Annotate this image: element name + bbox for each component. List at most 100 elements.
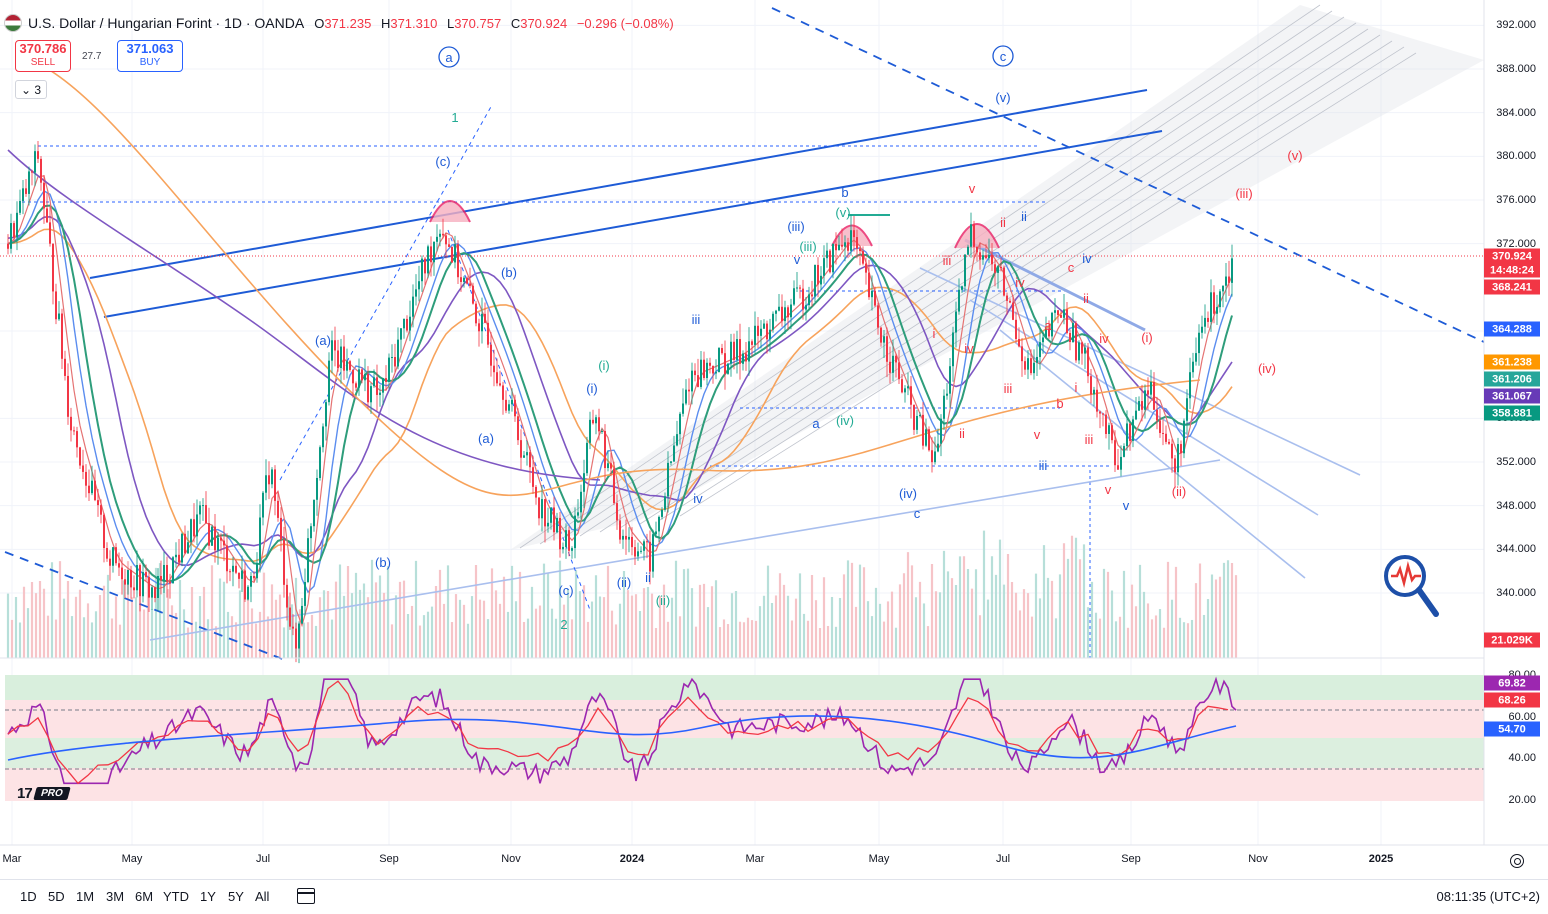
wave-label-iii: iii — [943, 253, 952, 268]
candle-body — [775, 310, 777, 314]
candle-body — [349, 361, 351, 370]
wave-label-l1: 1 — [451, 110, 458, 125]
candle-body — [22, 188, 24, 201]
candle-body — [1213, 292, 1215, 314]
candle-body — [154, 587, 156, 598]
candle-body — [307, 538, 309, 583]
sell-button[interactable]: 370.786 SELL — [15, 40, 71, 72]
candle-body — [403, 318, 405, 329]
range-button[interactable]: 5D — [48, 889, 65, 904]
candle-body — [952, 332, 954, 367]
candle-body — [889, 361, 891, 373]
tradingview-logo[interactable]: 17 PRO — [17, 785, 71, 802]
candle-body — [937, 443, 939, 452]
candle-body — [601, 431, 603, 433]
candle-body — [247, 586, 249, 600]
parallel-line — [999, 329, 1306, 579]
candle-body — [1048, 329, 1050, 337]
settings-gear-icon[interactable] — [1510, 854, 1524, 868]
candle-body — [724, 353, 726, 374]
candle-body — [658, 516, 660, 532]
price-badge: 361.067 — [1484, 388, 1540, 404]
candle-body — [793, 288, 795, 305]
candle-body — [517, 416, 519, 441]
candle-body — [292, 626, 294, 629]
candle-body — [973, 224, 975, 247]
candle-body — [763, 323, 765, 329]
rsi-overbought-band — [5, 675, 1484, 700]
candle-body — [898, 362, 900, 380]
candle-body — [880, 327, 882, 343]
candle-body — [397, 339, 399, 367]
candle-body — [565, 530, 567, 547]
price-badge: 21.029K — [1484, 632, 1540, 648]
candle-body — [1114, 440, 1116, 466]
candle-body — [913, 404, 915, 430]
wave-label-ii: ii — [645, 570, 651, 585]
range-button[interactable]: 1D — [20, 889, 37, 904]
candle-body — [91, 480, 93, 494]
candle-body — [190, 519, 192, 543]
rsi-mid-band — [5, 738, 1484, 768]
range-button[interactable]: 5Y — [228, 889, 244, 904]
candle-body — [19, 200, 21, 213]
wave-label-iii: iii — [692, 312, 701, 327]
range-button[interactable]: 1Y — [200, 889, 216, 904]
rsi-tick: 20.00 — [1508, 794, 1536, 806]
range-button[interactable]: 1M — [76, 889, 95, 904]
candle-body — [436, 236, 438, 242]
rsi-lines — [7, 676, 1237, 785]
candle-body — [1042, 337, 1044, 343]
candle-body — [415, 289, 417, 297]
candle-body — [1087, 347, 1089, 377]
range-button[interactable]: All — [255, 889, 270, 904]
candle-body — [574, 515, 576, 549]
wave-circle — [438, 46, 460, 68]
candle-body — [673, 445, 675, 462]
symbol-title[interactable]: U.S. Dollar / Hungarian Forint · 1D · OA… — [28, 15, 305, 31]
candle-body — [133, 587, 135, 591]
candle-body — [916, 415, 918, 430]
candle-body — [664, 496, 666, 510]
candle-body — [94, 480, 96, 501]
indicators-toggle-button[interactable]: ⌄ 3 — [15, 80, 47, 99]
candle-body — [76, 431, 78, 448]
candle-body — [1222, 285, 1224, 292]
wave-labels: a c12(c)(b)(a)(a)(b)(c)(i)(i)(ii)(ii)(iii… — [315, 45, 1303, 632]
candle-body — [676, 434, 678, 446]
candle-body — [805, 305, 807, 310]
candle-body — [706, 362, 708, 379]
candle-body — [577, 512, 579, 516]
candle-body — [1090, 376, 1092, 395]
range-button[interactable]: 6M — [135, 889, 154, 904]
price-badge: 361.238 — [1484, 354, 1540, 370]
candle-body — [1009, 300, 1011, 303]
range-button[interactable]: 3M — [106, 889, 125, 904]
symbol-header[interactable]: U.S. Dollar / Hungarian Forint · 1D · OA… — [4, 12, 680, 34]
calendar-icon[interactable] — [297, 888, 315, 904]
candle-body — [1150, 381, 1152, 395]
wave-label-iii-r: (iii) — [1235, 186, 1252, 201]
candle-body — [1027, 358, 1029, 370]
candle-body — [1168, 441, 1170, 444]
candle-body — [982, 255, 984, 260]
candle-body — [700, 359, 702, 387]
candle-body — [697, 375, 699, 387]
candle-body — [739, 339, 741, 364]
range-button[interactable]: YTD — [163, 889, 189, 904]
candle-body — [409, 316, 411, 331]
candle-body — [1198, 332, 1200, 354]
currency-flag-icon — [4, 14, 22, 32]
candle-body — [715, 372, 717, 374]
candle-body — [79, 447, 81, 466]
candle-body — [709, 362, 711, 366]
clock-timezone[interactable]: 08:11:35 (UTC+2) — [1436, 889, 1540, 904]
candle-body — [1159, 420, 1161, 433]
candle-body — [28, 171, 30, 194]
candle-body — [862, 251, 864, 264]
candle-body — [499, 383, 501, 386]
buy-button[interactable]: 371.063 BUY — [117, 40, 183, 72]
candle-body — [1045, 329, 1047, 338]
wave-label-v: v — [969, 181, 976, 196]
